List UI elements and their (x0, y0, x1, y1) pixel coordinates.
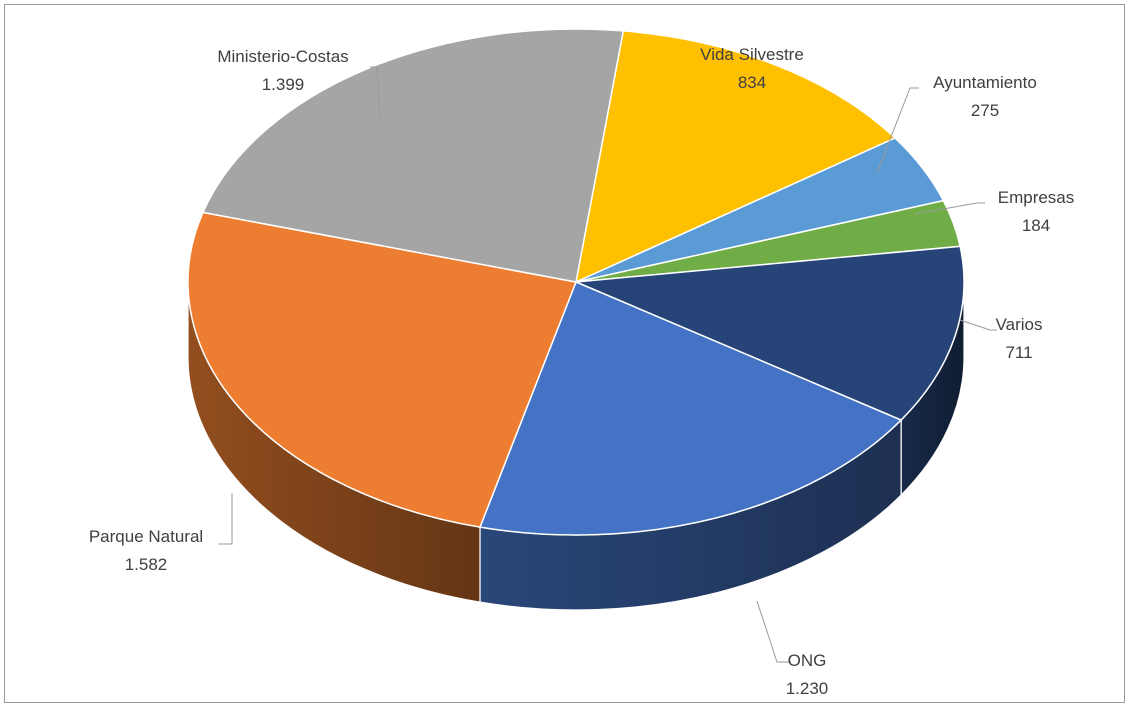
value-label-parque-natural: 1.582 (125, 555, 168, 574)
category-label-ministerio-costas: Ministerio-Costas (217, 47, 348, 66)
value-label-ayuntamiento: 275 (971, 101, 999, 120)
category-label-ong: ONG (788, 651, 827, 670)
leader-line-ayuntamiento (876, 87, 919, 174)
value-label-ministerio-costas: 1.399 (262, 75, 305, 94)
value-label-varios: 711 (1005, 343, 1032, 362)
category-label-vida-silvestre: Vida Silvestre (700, 45, 804, 64)
pie-slice-ministerio-costas (201, 28, 625, 283)
pie-slice-varios (575, 245, 965, 421)
category-label-varios: Varios (996, 315, 1043, 334)
category-label-ayuntamiento: Ayuntamiento (933, 73, 1037, 92)
leader-line-ministerio-costas (370, 66, 381, 122)
category-label-parque-natural: Parque Natural (89, 527, 203, 546)
value-label-vida-silvestre: 834 (738, 73, 766, 92)
leader-line-varios (959, 319, 997, 331)
value-label-ong: 1.230 (786, 679, 829, 698)
value-label-empresas: 184 (1022, 216, 1050, 235)
pie-slice-ong (478, 281, 903, 536)
leader-line-empresas (914, 202, 985, 215)
pie-slice-parque-natural (187, 211, 578, 528)
category-label-empresas: Empresas (998, 188, 1075, 207)
data-labels: Vida Silvestre 834 Ayuntamiento 275 Empresas… (89, 45, 1074, 698)
leader-line-parque-natural (218, 493, 233, 545)
leader-lines (218, 66, 997, 663)
pie-slice-vida-silvestre (574, 30, 897, 284)
pie-tops (187, 28, 965, 536)
leader-line-ong (756, 600, 791, 663)
